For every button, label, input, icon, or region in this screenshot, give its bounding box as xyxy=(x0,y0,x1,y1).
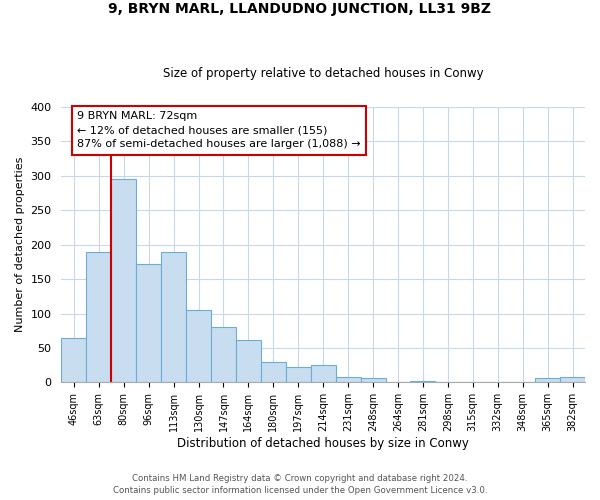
Bar xyxy=(261,362,286,382)
Bar xyxy=(236,340,261,382)
Bar xyxy=(111,180,136,382)
Bar xyxy=(211,328,236,382)
Bar xyxy=(535,378,560,382)
Bar xyxy=(86,252,111,382)
Bar xyxy=(186,310,211,382)
Bar xyxy=(161,252,186,382)
Bar xyxy=(136,264,161,382)
Bar xyxy=(560,377,585,382)
Bar xyxy=(311,366,335,382)
Bar xyxy=(361,378,386,382)
Title: Size of property relative to detached houses in Conwy: Size of property relative to detached ho… xyxy=(163,66,484,80)
Text: 9, BRYN MARL, LLANDUDNO JUNCTION, LL31 9BZ: 9, BRYN MARL, LLANDUDNO JUNCTION, LL31 9… xyxy=(109,2,491,16)
Bar xyxy=(410,381,436,382)
Y-axis label: Number of detached properties: Number of detached properties xyxy=(15,157,25,332)
Text: Contains HM Land Registry data © Crown copyright and database right 2024.
Contai: Contains HM Land Registry data © Crown c… xyxy=(113,474,487,495)
Bar xyxy=(335,377,361,382)
X-axis label: Distribution of detached houses by size in Conwy: Distribution of detached houses by size … xyxy=(177,437,469,450)
Bar xyxy=(61,338,86,382)
Bar xyxy=(286,368,311,382)
Text: 9 BRYN MARL: 72sqm
← 12% of detached houses are smaller (155)
87% of semi-detach: 9 BRYN MARL: 72sqm ← 12% of detached hou… xyxy=(77,111,361,149)
